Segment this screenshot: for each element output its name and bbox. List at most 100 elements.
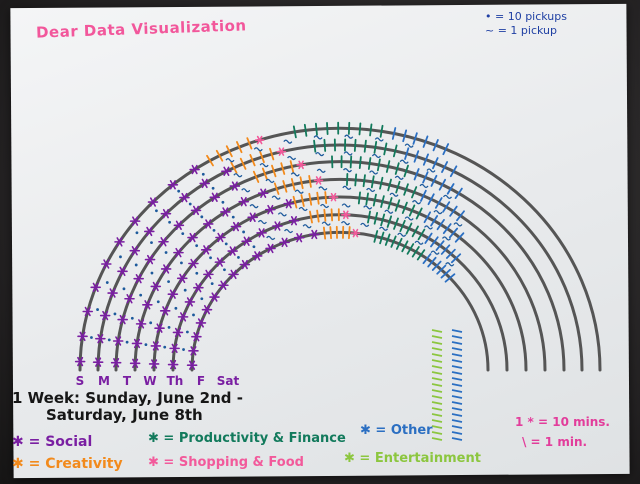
creativity-tick	[230, 161, 238, 174]
pickup-dot	[181, 232, 185, 236]
pickup-dot	[107, 338, 111, 342]
social-asterisk	[90, 282, 101, 292]
social-asterisk	[158, 237, 169, 247]
creativity-tick	[252, 170, 260, 183]
pickup-dot	[209, 256, 212, 260]
pickup-tilde	[344, 134, 354, 139]
day-label-w: W	[143, 374, 156, 388]
other-tick	[451, 431, 463, 435]
productivity-tick	[384, 233, 391, 246]
social-asterisk	[247, 212, 258, 222]
entertainment-tick	[431, 389, 443, 393]
legend-social: ✱ = Social	[12, 435, 92, 449]
other-tick	[449, 165, 458, 178]
shopping-asterisk	[328, 192, 339, 202]
other-tick	[422, 153, 429, 166]
pickup-dot	[144, 343, 148, 347]
creativity-tick	[299, 176, 304, 190]
pickup-dot	[188, 202, 192, 206]
shopping-asterisk-icon: ✱	[148, 455, 164, 470]
social-asterisk	[214, 257, 226, 267]
productivity-tick	[399, 219, 406, 233]
productivity-tick	[393, 217, 399, 230]
social-asterisk	[220, 207, 231, 217]
productivity-asterisk-icon: ✱	[148, 431, 164, 446]
other-tick	[420, 189, 427, 202]
pickup-dot	[135, 231, 139, 235]
other-tick	[451, 413, 463, 417]
entertainment-tick	[431, 437, 443, 441]
creativity-tick	[280, 162, 286, 175]
pickup-dot	[139, 293, 143, 297]
pickup-dot	[167, 325, 171, 329]
social-asterisk	[230, 221, 242, 232]
productivity-tick	[411, 186, 418, 199]
pickup-tilde	[441, 236, 452, 241]
social-asterisk	[167, 289, 179, 299]
pickup-dot	[200, 215, 204, 219]
social-asterisk	[117, 314, 128, 325]
productivity-tick	[383, 142, 388, 156]
other-tick	[446, 183, 455, 195]
pickup-tilde	[423, 225, 434, 230]
creativity-tick	[246, 137, 253, 150]
productivity-tick	[386, 215, 393, 228]
social-asterisk	[203, 269, 214, 280]
day-label-s: S	[76, 374, 85, 388]
pickup-dot	[168, 220, 171, 224]
time-key-ten: 1 * = 10 mins.	[515, 415, 610, 429]
creativity-tick	[323, 226, 327, 240]
social-asterisk	[177, 312, 189, 322]
social-asterisk	[135, 319, 147, 329]
productivity-tick	[365, 192, 369, 206]
social-asterisk	[74, 356, 86, 367]
social-asterisk	[82, 306, 94, 317]
social-asterisk	[279, 237, 290, 248]
pickup-key-dot: • = 10 pickups	[485, 10, 567, 23]
shopping-asterisk	[350, 228, 361, 238]
pickup-dot	[221, 200, 225, 204]
social-asterisk	[179, 192, 190, 203]
productivity-tick	[303, 123, 308, 137]
creativity-tick	[330, 208, 334, 222]
productivity-tick	[401, 201, 408, 214]
social-asterisk	[215, 232, 226, 243]
arc-line	[96, 143, 584, 372]
pickup-tilde	[343, 151, 353, 156]
other-tick	[451, 329, 463, 333]
creativity-tick	[329, 226, 332, 240]
legend-entertainment: ✱ = Entertainment	[344, 452, 481, 465]
pickup-dot	[119, 255, 122, 259]
pickup-key-tilde: ~ = 1 pickup	[485, 24, 557, 37]
social-asterisk	[251, 251, 263, 261]
creativity-tick	[309, 210, 313, 224]
social-asterisk	[150, 281, 162, 292]
other-tick	[451, 383, 463, 387]
legend-creativity-label: = Creativity	[28, 456, 123, 472]
other-tick	[451, 437, 463, 441]
pickup-dot	[210, 282, 214, 286]
productivity-tick	[394, 162, 400, 175]
social-asterisk	[209, 192, 221, 202]
productivity-tick	[387, 178, 392, 192]
pickup-dot	[130, 316, 134, 320]
social-asterisk	[218, 280, 229, 290]
pickup-dot	[195, 244, 199, 248]
social-asterisk	[239, 259, 251, 270]
entertainment-tick	[431, 383, 443, 387]
pickup-tilde	[259, 162, 269, 168]
pickup-tilde	[320, 203, 330, 209]
social-asterisk	[186, 360, 198, 370]
social-asterisk	[129, 216, 141, 226]
pickup-tilde	[342, 168, 353, 173]
pickup-tilde	[399, 159, 409, 164]
other-tick	[430, 236, 439, 248]
pickup-tilde	[283, 139, 293, 144]
pickup-tilde	[277, 212, 287, 217]
other-tick	[430, 174, 438, 187]
pickup-dot	[231, 215, 235, 219]
social-asterisk	[221, 166, 232, 176]
other-asterisk-icon: ✱	[360, 423, 376, 438]
creativity-tick	[282, 180, 288, 193]
